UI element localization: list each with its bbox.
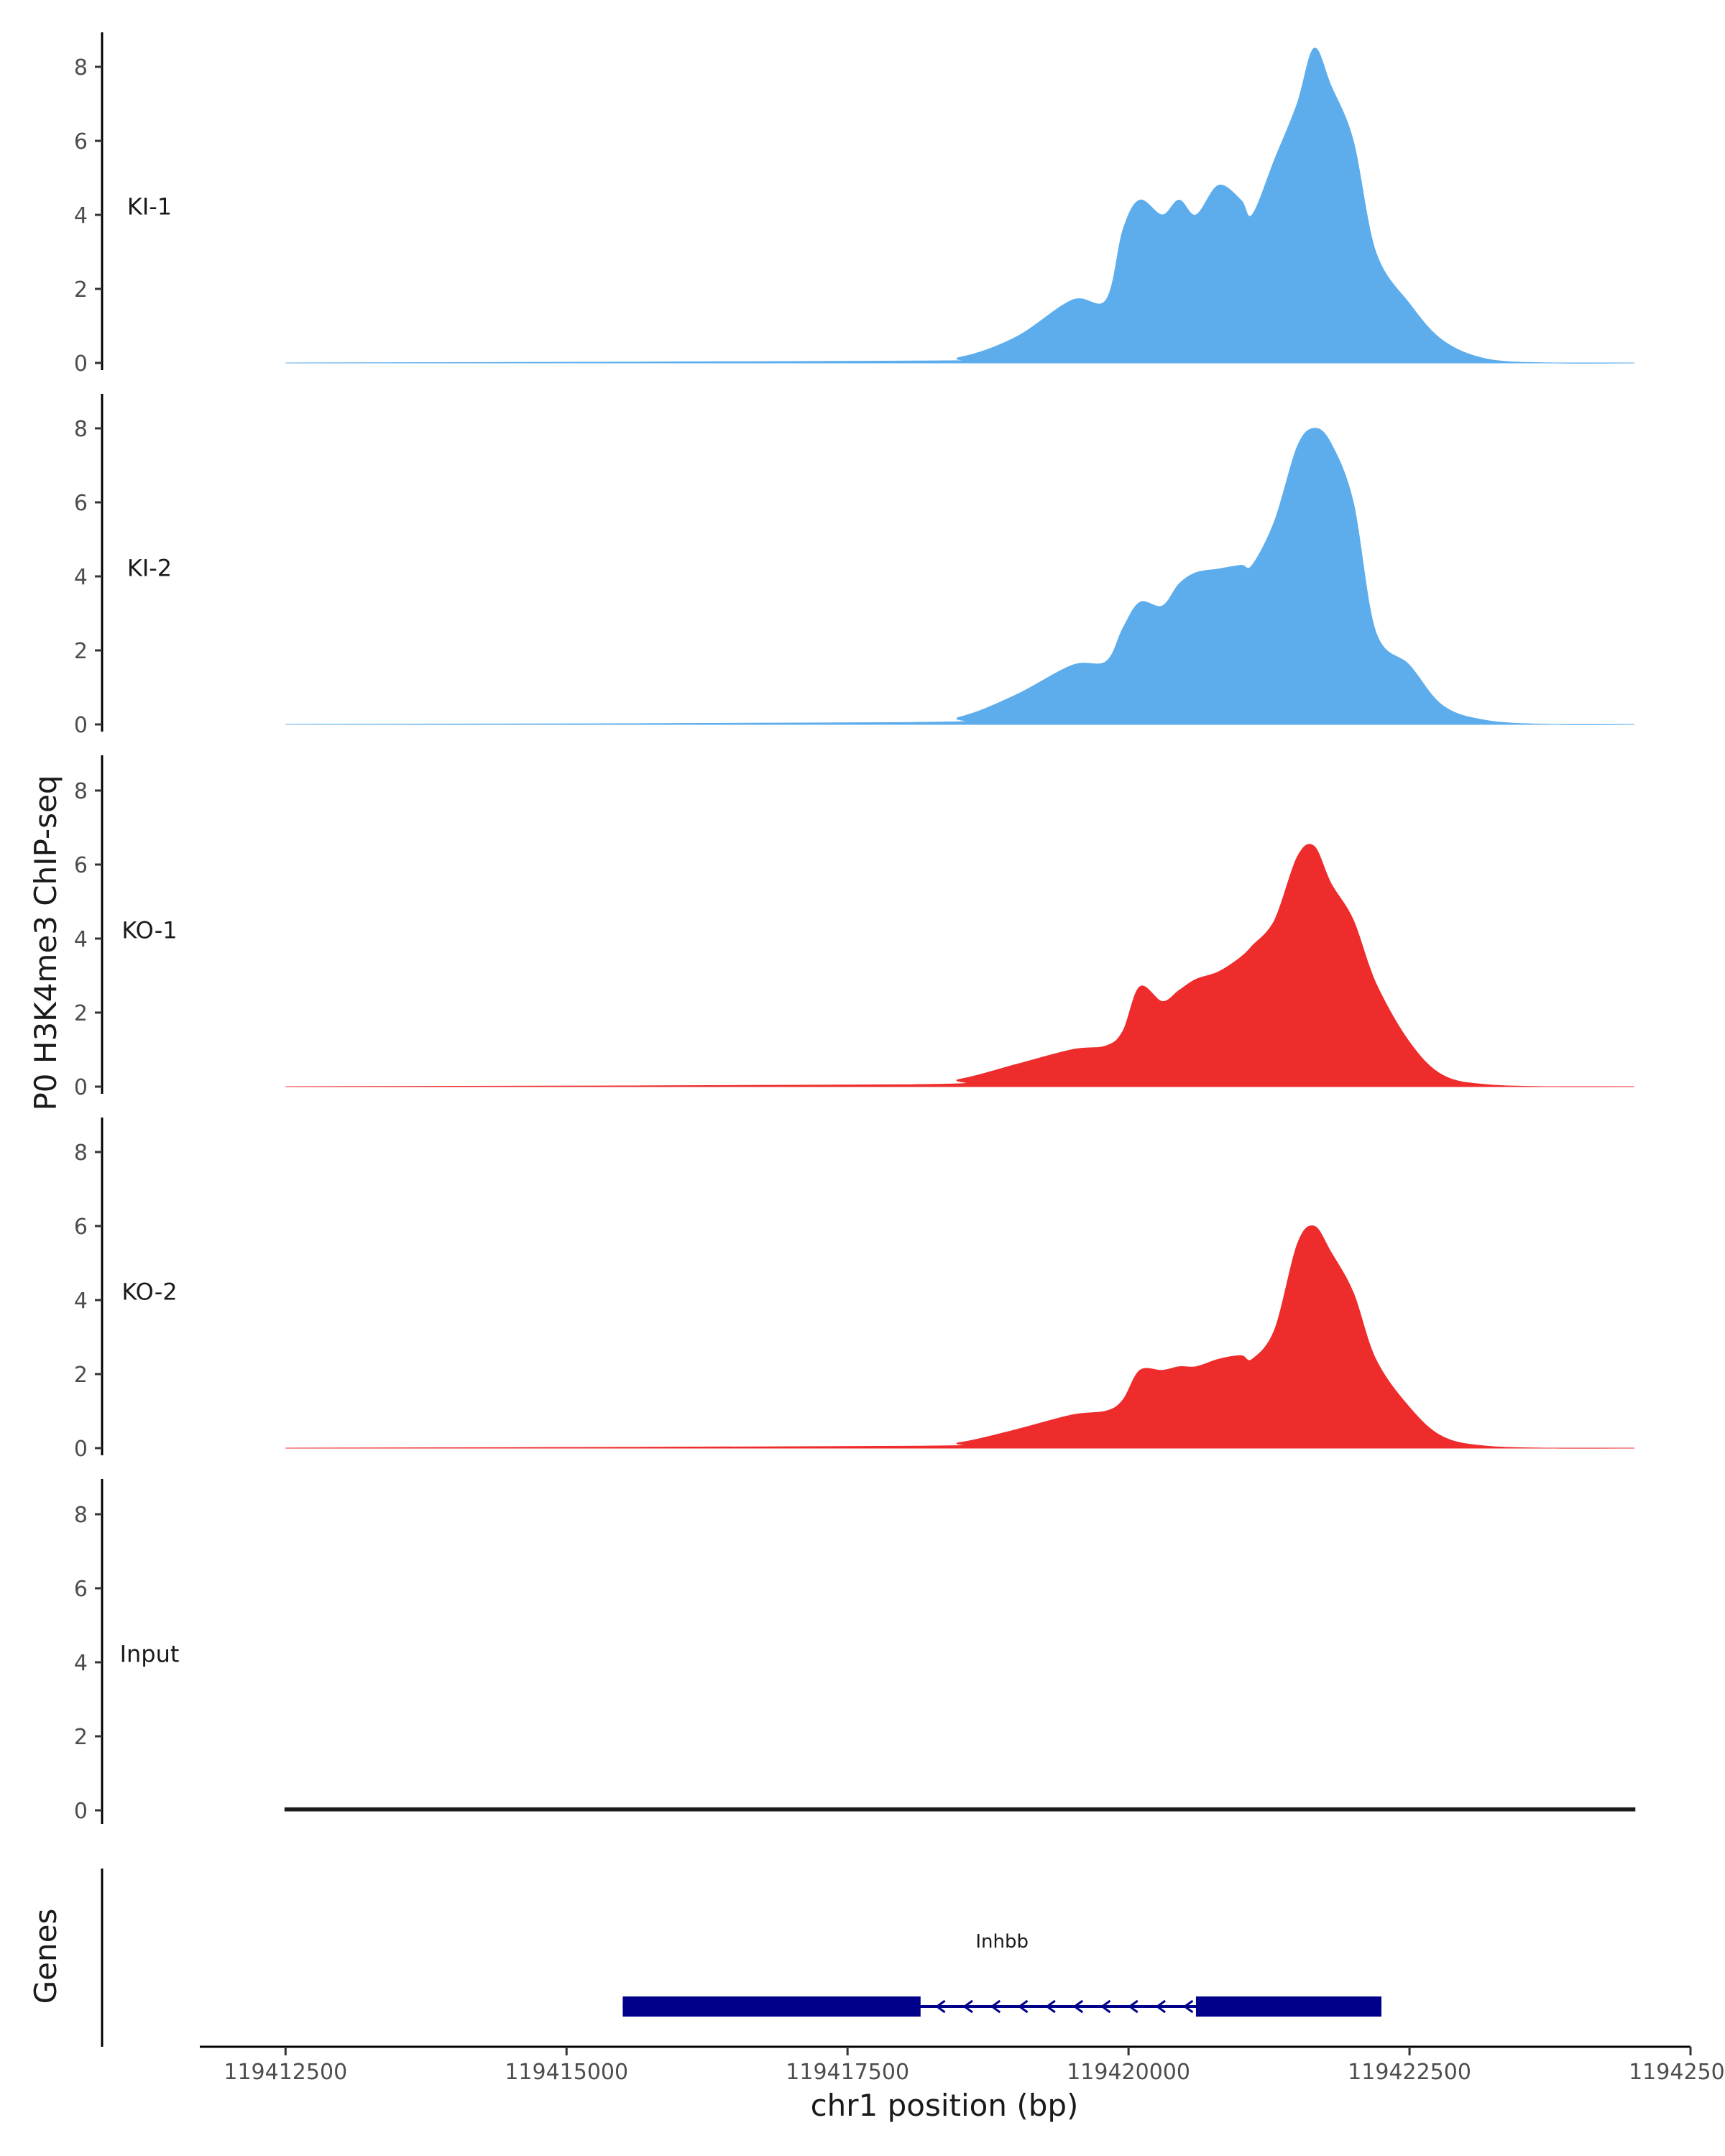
- y-tick-label: 4: [74, 203, 88, 229]
- track-input: 0 2 4 6 8 Input: [74, 1479, 1636, 1824]
- gene-label: Inhbb: [975, 1931, 1029, 1953]
- x-axis: 119412500 119415000 119417500 119420000 1194…: [200, 2045, 1725, 2085]
- y-tick-label: 6: [74, 129, 88, 155]
- y-tick-label: 4: [74, 927, 88, 952]
- y-tick-label: 8: [74, 55, 88, 80]
- strand-arrow-icon: [1100, 1999, 1111, 2014]
- strand-arrow-icon: [990, 1999, 1001, 2014]
- genes-track-label: Genes: [28, 1909, 63, 2004]
- y-tick-label: 2: [74, 1363, 88, 1388]
- y-tick-label: 0: [74, 1075, 88, 1100]
- strand-arrow-icon: [1155, 1999, 1167, 2014]
- strand-arrow-icon: [962, 1999, 973, 2014]
- y-tick-label: 8: [74, 779, 88, 804]
- y-tick-label: 2: [74, 1001, 88, 1026]
- track-ko-1: 0 2 4 6 8 KO-1: [74, 755, 1634, 1100]
- y-tick-label: 0: [74, 1437, 88, 1462]
- y-tick-label: 6: [74, 853, 88, 878]
- area-ki-1: [285, 47, 1634, 364]
- tracks: 0 2 4 6 8 KI-1 0 2 4 6 8 KI-2 0 2 4 6 8 KO-1 0 2 4 6 8 KO-2 0 2 4 6…: [74, 32, 1636, 1824]
- track-ki-1: 0 2 4 6 8 KI-1: [74, 32, 1634, 377]
- x-tick-label: 119425000: [1629, 2060, 1725, 2085]
- y-tick-label: 0: [74, 1799, 88, 1824]
- y-tick-label: 2: [74, 639, 88, 664]
- track-label: KO-2: [121, 1279, 177, 1306]
- gene-exon: [1195, 1996, 1381, 2017]
- y-tick-label: 2: [74, 277, 88, 303]
- x-axis-title: chr1 position (bp): [811, 2088, 1079, 2123]
- x-tick-label: 119417500: [786, 2060, 909, 2085]
- y-tick-label: 4: [74, 1651, 88, 1676]
- y-tick-label: 0: [74, 351, 88, 377]
- track-ko-2: 0 2 4 6 8 KO-2: [74, 1118, 1634, 1462]
- track-label: KO-1: [121, 917, 177, 944]
- strand-arrow-icon: [1072, 1999, 1084, 2014]
- y-tick-label: 2: [74, 1725, 88, 1750]
- x-tick-label: 119422500: [1348, 2060, 1471, 2085]
- strand-arrow-icon: [935, 1999, 946, 2014]
- y-axis-title: P0 H3K4me3 ChIP-seq: [28, 775, 63, 1110]
- strand-arrow-icon: [1182, 1999, 1194, 2014]
- strand-arrow-icon: [1018, 1999, 1029, 2014]
- area-ko-1: [285, 844, 1634, 1087]
- track-ki-2: 0 2 4 6 8 KI-2: [74, 394, 1634, 738]
- y-tick-label: 0: [74, 713, 88, 738]
- y-tick-label: 4: [74, 565, 88, 590]
- track-label: KI-2: [127, 555, 172, 582]
- y-tick-label: 6: [74, 491, 88, 516]
- y-tick-label: 6: [74, 1577, 88, 1602]
- strand-arrow-icon: [1045, 1999, 1056, 2014]
- area-ki-2: [285, 428, 1634, 725]
- y-tick-label: 4: [74, 1289, 88, 1314]
- x-tick-label: 119412500: [224, 2060, 347, 2085]
- gene-panel: Genes Inhbb: [28, 1869, 1381, 2047]
- x-tick-label: 119415000: [505, 2060, 628, 2085]
- track-label: Input: [120, 1641, 180, 1668]
- gene-exon: [622, 1996, 921, 2017]
- track-label: KI-1: [127, 193, 172, 221]
- y-tick-label: 8: [74, 1141, 88, 1166]
- x-tick-label: 119420000: [1067, 2060, 1190, 2085]
- area-ko-2: [285, 1225, 1634, 1449]
- y-tick-label: 8: [74, 417, 88, 442]
- area-input: [284, 1807, 1636, 1812]
- y-tick-label: 6: [74, 1215, 88, 1240]
- strand-arrow-icon: [1128, 1999, 1138, 2014]
- y-tick-label: 8: [74, 1503, 88, 1528]
